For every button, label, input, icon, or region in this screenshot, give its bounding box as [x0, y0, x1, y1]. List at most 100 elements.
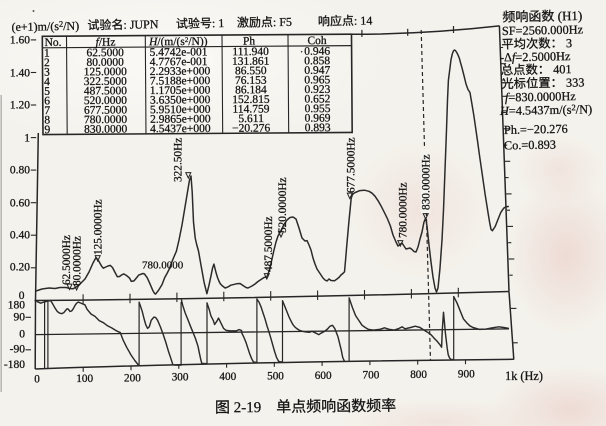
svg-text:1: 1 — [44, 48, 50, 60]
svg-text:Ph: Ph — [243, 36, 255, 48]
svg-text:200: 200 — [124, 372, 141, 384]
svg-text:0.969: 0.969 — [305, 112, 331, 124]
svg-text:180: 180 — [8, 300, 26, 312]
svg-text:487.5000: 487.5000 — [84, 85, 127, 97]
svg-text:1: 1 — [24, 133, 30, 145]
svg-text:3.6350e+000: 3.6350e+000 — [150, 94, 211, 106]
svg-text:光标位置： 333: 光标位置： 333 — [501, 74, 584, 91]
svg-text:试验号: 1: 试验号: 1 — [176, 15, 225, 31]
svg-text:8: 8 — [44, 114, 50, 126]
svg-text:322.50Hz: 322.50Hz — [173, 138, 185, 182]
svg-text:322.5000: 322.5000 — [84, 76, 127, 88]
svg-text:平均次数： 3: 平均次数： 3 — [501, 35, 572, 51]
svg-text:H=4.5437m/(s2/N): H=4.5437m/(s2/N) — [499, 102, 592, 118]
svg-text:0.858: 0.858 — [304, 55, 330, 67]
svg-text:5: 5 — [44, 86, 50, 98]
svg-text:-Δf=2.5000Hz: -Δf=2.5000Hz — [500, 49, 571, 64]
svg-text:780.0000: 780.0000 — [142, 260, 184, 272]
svg-text:1.1705e+000: 1.1705e+000 — [150, 85, 211, 97]
svg-text:2.2933e+000: 2.2933e+000 — [150, 66, 211, 78]
svg-text:76.153: 76.153 — [235, 75, 267, 87]
svg-text:No.: No. — [45, 37, 62, 49]
svg-text:7.5188e+000: 7.5188e+000 — [150, 75, 211, 87]
svg-text:0.893: 0.893 — [305, 122, 331, 134]
svg-text:1k (Hz): 1k (Hz) — [505, 369, 543, 383]
svg-text:520.0000: 520.0000 — [84, 95, 127, 107]
svg-text:0: 0 — [19, 290, 25, 302]
svg-text:500: 500 — [267, 371, 284, 383]
svg-text:780.0000Hz: 780.0000Hz — [398, 182, 410, 238]
svg-text:9: 9 — [44, 124, 50, 136]
svg-text:0.946: 0.946 — [304, 46, 330, 58]
svg-text:125.0000: 125.0000 — [84, 66, 127, 78]
svg-text:600: 600 — [315, 370, 332, 382]
svg-text:-90: -90 — [10, 344, 26, 356]
svg-text:4.7767e-001: 4.7767e-001 — [150, 56, 208, 68]
svg-text:80.0000Hz: 80.0000Hz — [72, 236, 84, 286]
svg-text:900: 900 — [458, 369, 475, 381]
svg-text:f/Hz: f/Hz — [96, 36, 116, 48]
svg-text:100: 100 — [76, 373, 93, 385]
svg-text:0.80: 0.80 — [10, 165, 30, 177]
svg-text:487.5000Hz: 487.5000Hz — [263, 216, 275, 272]
svg-text:Co.=0.893: Co.=0.893 — [504, 138, 556, 153]
svg-text:1.20: 1.20 — [10, 100, 30, 112]
svg-text:0.60: 0.60 — [10, 198, 30, 210]
svg-text:0.955: 0.955 — [305, 103, 331, 115]
svg-text:7: 7 — [44, 105, 50, 117]
svg-text:62.5000: 62.5000 — [86, 47, 124, 59]
svg-text:800: 800 — [410, 369, 427, 381]
svg-text:1.60: 1.60 — [10, 35, 30, 47]
svg-text:700: 700 — [363, 370, 380, 382]
svg-text:总点数： 401: 总点数： 401 — [501, 61, 572, 77]
svg-text:0: 0 — [19, 329, 25, 341]
svg-text:2.9865e+000: 2.9865e+000 — [150, 113, 211, 125]
svg-text:激励点: F5: 激励点: F5 — [237, 15, 292, 30]
svg-text:4: 4 — [44, 76, 50, 88]
svg-text:0.965: 0.965 — [304, 74, 330, 86]
svg-text:-180: -180 — [4, 359, 25, 371]
svg-text:830.0000: 830.0000 — [84, 124, 127, 136]
svg-text:5.4742e-001: 5.4742e-001 — [150, 46, 208, 58]
svg-text:111.940: 111.940 — [232, 46, 269, 58]
svg-text:5.611: 5.611 — [238, 113, 264, 125]
svg-text:试验名: JUPN: 试验名: JUPN — [87, 16, 159, 32]
svg-text:677.5000Hz: 677.5000Hz — [346, 137, 358, 193]
svg-text:90: 90 — [14, 312, 26, 324]
svg-text:0.40: 0.40 — [10, 230, 30, 242]
svg-text:780.0000: 780.0000 — [84, 114, 127, 126]
svg-text:图 2-19 单点频响函数频率: 图 2-19 单点频响函数频率 — [215, 398, 396, 417]
svg-text:Coh: Coh — [307, 35, 327, 47]
svg-text:300: 300 — [172, 372, 189, 384]
svg-text:−20.276: −20.276 — [232, 123, 270, 135]
svg-text:520.0000Hz: 520.0000Hz — [277, 177, 289, 233]
svg-text:400: 400 — [219, 371, 236, 383]
svg-text:响应点: 14: 响应点: 14 — [318, 12, 373, 28]
svg-text:(e+1)m/(s2/N): (e+1)m/(s2/N) — [11, 19, 79, 34]
svg-text:62.5000Hz: 62.5000Hz — [61, 235, 73, 285]
svg-text:H/(m/(s2/N)): H/(m/(s2/N)) — [148, 36, 208, 48]
svg-text:125.0000Hz: 125.0000Hz — [93, 199, 105, 255]
svg-text:0.923: 0.923 — [304, 84, 330, 96]
svg-text:677.5000: 677.5000 — [84, 104, 127, 116]
svg-text:0.947: 0.947 — [304, 65, 330, 77]
svg-text:5.9510e+000: 5.9510e+000 — [150, 104, 211, 116]
svg-text:SF=2560.000Hz: SF=2560.000Hz — [502, 22, 584, 38]
svg-text:152.815: 152.815 — [232, 94, 270, 106]
svg-text:0.652: 0.652 — [304, 93, 330, 105]
svg-text:80.0000: 80.0000 — [86, 57, 124, 69]
svg-text:4.5437e+000: 4.5437e+000 — [150, 123, 211, 135]
svg-text:频响函数 (H1): 频响函数 (H1) — [502, 8, 582, 25]
svg-text:Ph.=−20.276: Ph.=−20.276 — [504, 122, 568, 137]
svg-text:2: 2 — [44, 57, 50, 69]
svg-text:86.184: 86.184 — [235, 84, 267, 96]
svg-text:0.20: 0.20 — [10, 262, 30, 274]
svg-text:830.0000Hz: 830.0000Hz — [421, 154, 433, 210]
svg-text:114.759: 114.759 — [232, 103, 269, 115]
svg-text:0: 0 — [34, 373, 40, 385]
svg-text:86.550: 86.550 — [235, 65, 267, 77]
svg-text:6: 6 — [44, 95, 50, 107]
svg-text:f=830.0000Hz: f=830.0000Hz — [505, 89, 577, 104]
svg-text:1.40: 1.40 — [10, 68, 30, 80]
svg-text:131.861: 131.861 — [232, 56, 270, 68]
